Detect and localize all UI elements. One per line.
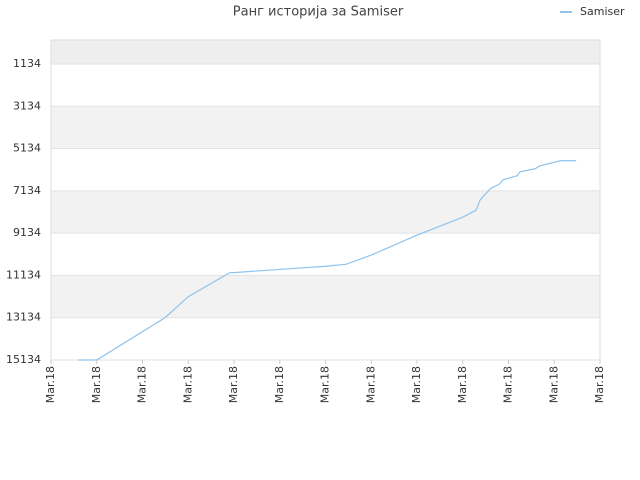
x-tick-label: Mar.18	[502, 366, 515, 403]
x-tick-label: Mar.18	[593, 366, 606, 403]
legend-label: Samiser	[580, 5, 625, 18]
x-tick-label: Mar.18	[90, 366, 103, 403]
y-tick-label: 3134	[13, 99, 41, 112]
x-tick-label: Mar.18	[410, 366, 423, 403]
chart-title: Ранг историја за Samiser	[233, 5, 404, 20]
x-tick-label: Mar.18	[319, 366, 332, 403]
x-tick-label: Mar.18	[273, 366, 286, 403]
band	[51, 190, 600, 234]
x-tick-label: Mar.18	[136, 366, 149, 403]
x-tick-label: Mar.18	[227, 366, 240, 403]
y-tick-label: 5134	[13, 142, 41, 155]
y-tick-label: 9134	[13, 226, 41, 239]
y-tick-label: 11134	[6, 268, 41, 281]
x-tick-label: Mar.18	[456, 366, 469, 403]
line	[77, 160, 577, 361]
y-tick-label: 15134	[6, 353, 41, 366]
y-tick-label: 13134	[6, 311, 41, 324]
y-tick-label: 1134	[13, 57, 41, 70]
band	[51, 106, 600, 149]
x-tick-label: Mar.18	[364, 366, 377, 403]
y-tick-label: 7134	[13, 184, 41, 197]
x-tick-label: Mar.18	[181, 366, 194, 403]
band	[51, 40, 600, 64]
x-tick-label: Mar.18	[44, 366, 57, 403]
band	[51, 275, 600, 318]
x-tick-label: Mar.18	[547, 366, 560, 403]
